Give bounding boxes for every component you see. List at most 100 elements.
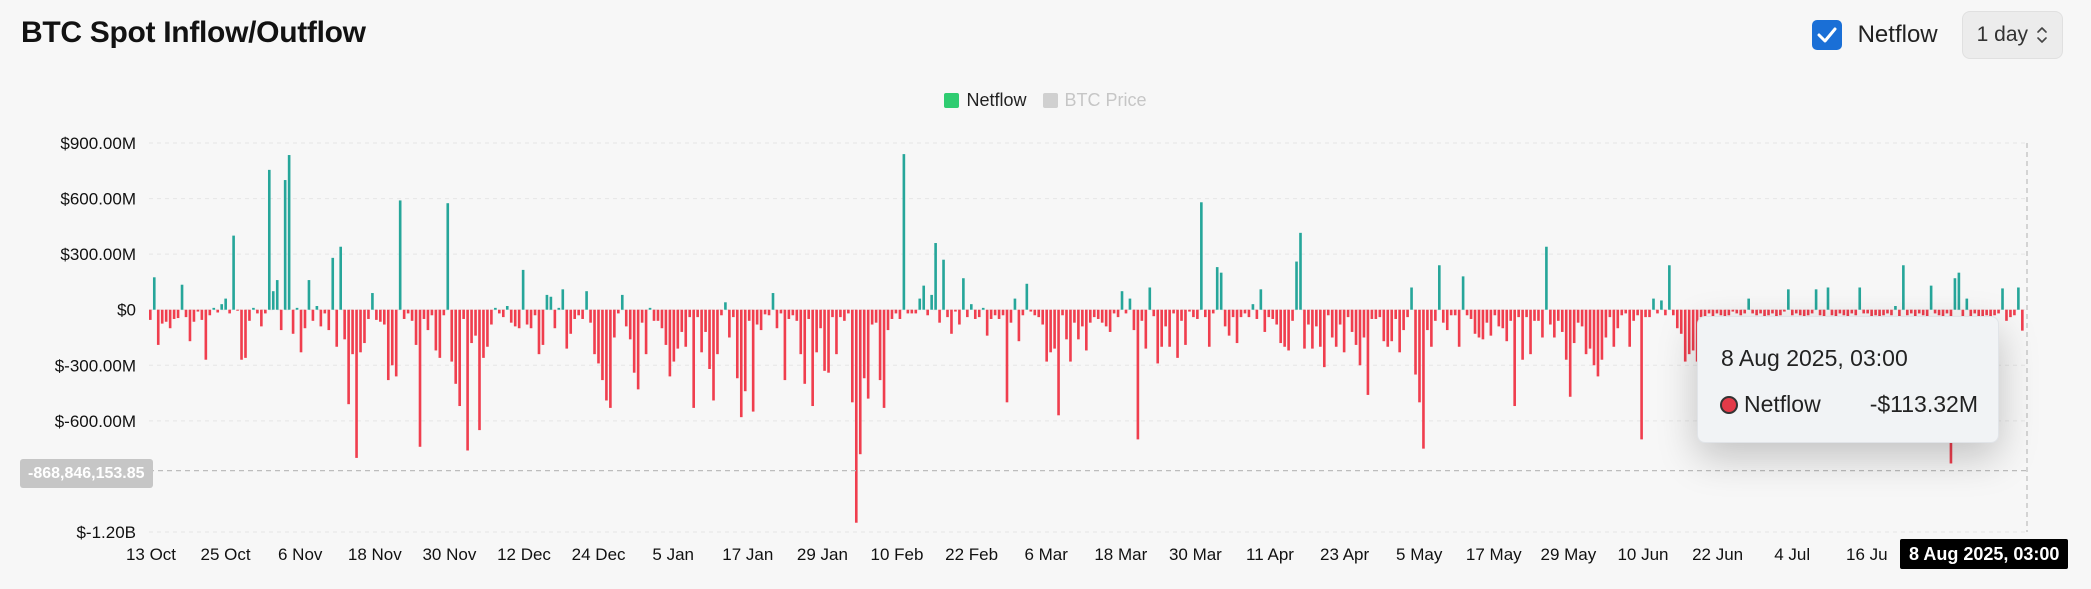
netflow-bar (434, 309, 438, 351)
netflow-bar (149, 309, 152, 320)
netflow-bar (371, 293, 374, 310)
netflow-bar (1549, 309, 1552, 325)
netflow-bar (1981, 309, 1984, 318)
netflow-bar (1810, 309, 1814, 314)
netflow-bar (1735, 309, 1739, 314)
netflow-bar (950, 309, 953, 334)
x-tick-label: 17 May (1466, 545, 1522, 564)
netflow-bar (922, 285, 926, 310)
netflow-bar (256, 309, 259, 314)
netflow-bar (1223, 309, 1227, 327)
netflow-bar (1862, 309, 1866, 314)
netflow-bar (946, 309, 949, 318)
legend-item-btc-price[interactable]: BTC Price (1042, 90, 1147, 111)
netflow-bar (1687, 309, 1691, 355)
netflow-bar (1707, 309, 1711, 314)
netflow-bar (180, 284, 184, 310)
netflow-bar (1299, 232, 1302, 310)
netflow-bar (1755, 309, 1758, 316)
netflow-bar (1235, 309, 1239, 344)
netflow-bar (712, 309, 715, 401)
netflow-bar (1164, 309, 1167, 327)
netflow-bar (1108, 309, 1112, 332)
netflow-bar (763, 309, 767, 315)
netflow-bar (1461, 276, 1465, 310)
netflow-bar (315, 306, 319, 310)
netflow-bar (394, 309, 398, 377)
netflow-bar (474, 309, 477, 336)
crosshair-y-label: -868,846,153.85 (20, 459, 153, 488)
netflow-bar (1271, 309, 1275, 319)
netflow-bar (1120, 291, 1124, 310)
netflow-bar (1727, 309, 1731, 316)
netflow-bar (589, 309, 592, 323)
x-tick-label: 6 Mar (1024, 545, 1068, 564)
netflow-bar (1311, 309, 1314, 349)
x-tick-label: 12 Dec (497, 545, 551, 564)
netflow-bar (1033, 309, 1037, 316)
netflow-bar (1882, 309, 1885, 316)
netflow-bar (926, 309, 929, 316)
netflow-bar (1775, 309, 1778, 318)
netflow-bar (799, 309, 803, 355)
netflow-bar (581, 309, 584, 319)
netflow-bar (1176, 309, 1179, 358)
netflow-bar (1485, 309, 1489, 323)
netflow-bar (303, 309, 307, 329)
netflow-bar (486, 309, 489, 347)
netflow-bar (1100, 309, 1104, 323)
netflow-bar (192, 309, 196, 322)
netflow-bar (1584, 309, 1588, 355)
y-tick-label: $300.00M (60, 245, 136, 264)
netflow-bar (450, 309, 454, 362)
tooltip-series-name: Netflow (1744, 391, 1821, 417)
chevron-up-down-icon (2037, 27, 2047, 43)
netflow-bar (1953, 278, 1957, 310)
netflow-toggle-label[interactable]: Netflow (1857, 21, 1938, 48)
netflow-bar (1319, 309, 1322, 347)
netflow-bar (989, 309, 993, 319)
netflow-bar (1061, 309, 1064, 316)
netflow-bar (886, 309, 890, 331)
netflow-bar (688, 309, 692, 318)
netflow-bar (1196, 309, 1199, 319)
netflow-bar (1957, 272, 1961, 310)
netflow-bar (1886, 309, 1889, 314)
netflow-bar (1973, 309, 1977, 314)
netflow-bar (1505, 309, 1509, 342)
netflow-bar (172, 309, 176, 319)
netflow-bar (1533, 309, 1536, 321)
netflow-bar (1243, 309, 1247, 314)
netflow-bar (1937, 309, 1941, 316)
netflow-bar (339, 246, 342, 310)
netflow-bar (1069, 309, 1072, 362)
netflow-bar (1596, 309, 1600, 377)
netflow-bar (1525, 309, 1528, 318)
netflow-bar (958, 309, 961, 325)
netflow-bar (970, 304, 973, 310)
netflow-bar (795, 309, 799, 321)
netflow-bar (422, 309, 426, 319)
x-tick-label: 17 Jan (722, 545, 773, 564)
netflow-bar (430, 309, 434, 316)
netflow-bar (331, 257, 335, 310)
netflow-bar (640, 309, 644, 323)
netflow-bar (1771, 309, 1774, 314)
interval-select[interactable]: 1 day (1961, 11, 2063, 59)
y-tick-label: $0 (117, 301, 136, 320)
netflow-bar (831, 309, 834, 318)
netflow-bar (1168, 309, 1171, 347)
netflow-bar (1132, 309, 1136, 331)
netflow-checkbox[interactable] (1811, 20, 1842, 50)
netflow-bar (196, 309, 200, 312)
legend-item-netflow[interactable]: Netflow (944, 90, 1027, 111)
netflow-bar (525, 309, 529, 325)
netflow-bar (648, 307, 652, 310)
netflow-bar (1465, 309, 1469, 316)
netflow-bar (664, 309, 668, 345)
page-title: BTC Spot Inflow/Outflow (21, 16, 366, 49)
x-tick-label: 18 Nov (348, 545, 402, 564)
netflow-bar (168, 309, 172, 329)
netflow-bar (1073, 309, 1076, 323)
